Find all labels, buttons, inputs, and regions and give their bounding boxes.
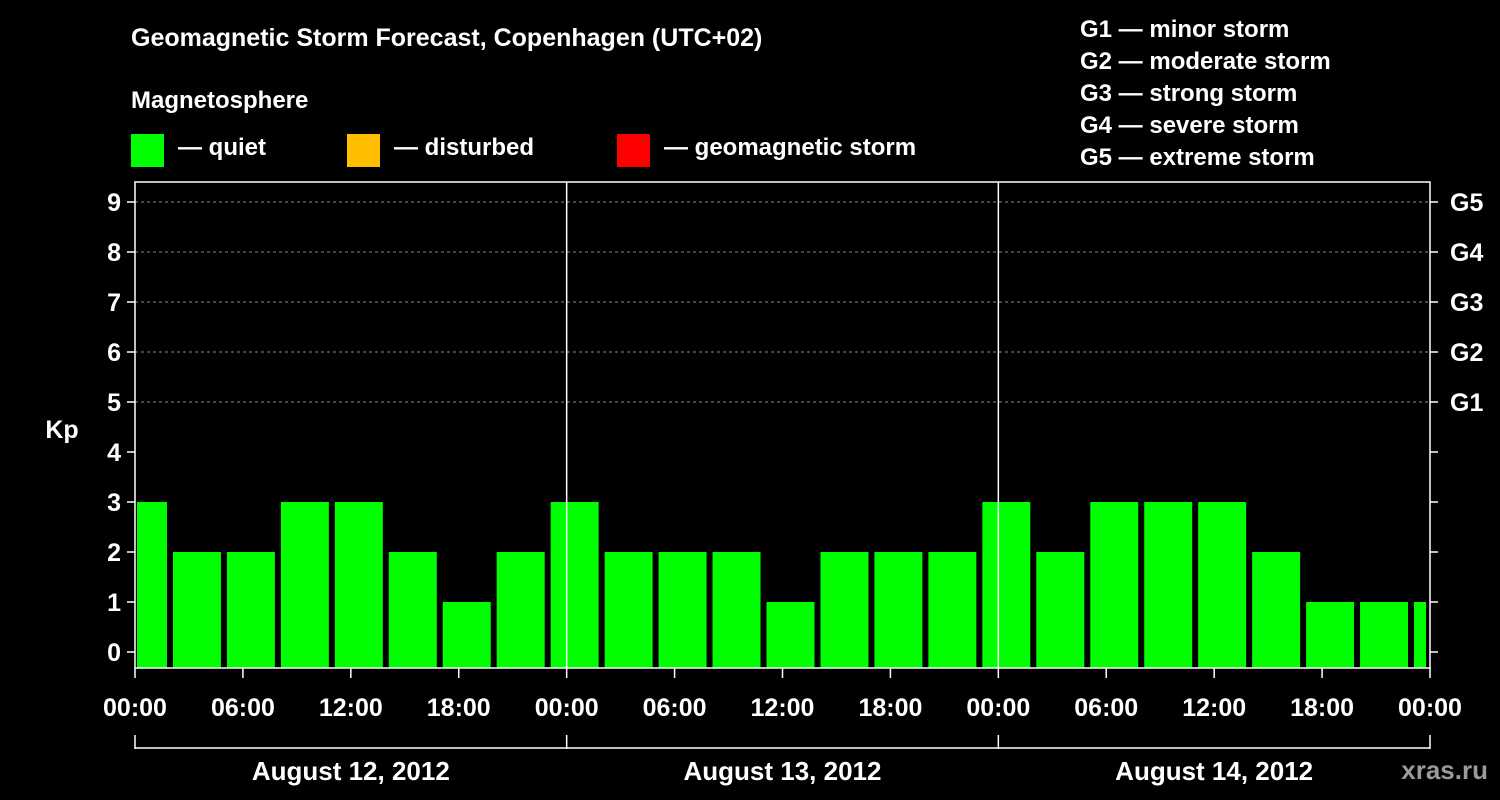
kp-bar [1252, 552, 1301, 668]
storm-scale-g3: G3 — strong storm [1080, 80, 1298, 107]
legend-label-quiet: — quiet [178, 134, 266, 161]
kp-bar [496, 552, 545, 668]
kp-bar [1360, 602, 1409, 668]
x-tick-label: 18:00 [427, 694, 491, 722]
storm-scale-g2: G2 — moderate storm [1080, 48, 1331, 75]
y-tick-label: 5 [107, 389, 121, 417]
storm-scale-g4: G4 — severe storm [1080, 112, 1299, 139]
legend-label-disturbed: — disturbed [394, 134, 535, 161]
day-label: August 13, 2012 [684, 756, 882, 786]
chart-title: Geomagnetic Storm Forecast, Copenhagen (… [131, 24, 763, 52]
y-tick-label: 7 [107, 289, 121, 317]
g-level-label: G4 [1450, 239, 1483, 267]
y-axis-label: Kp [45, 416, 78, 444]
kp-bar [226, 552, 275, 668]
kp-bar [388, 552, 437, 668]
y-tick-label: 4 [107, 439, 121, 467]
kp-bar [658, 552, 707, 668]
kp-bar [172, 552, 221, 668]
kp-bar [820, 552, 869, 668]
y-tick-label: 8 [107, 239, 121, 267]
x-tick-label: 06:00 [643, 694, 707, 722]
g-level-label: G2 [1450, 339, 1483, 367]
g-level-label: G3 [1450, 289, 1483, 317]
x-tick-label: 12:00 [751, 694, 815, 722]
x-tick-label: 06:00 [1074, 694, 1138, 722]
x-tick-label: 06:00 [211, 694, 275, 722]
legend-label-storm: — geomagnetic storm [664, 134, 917, 161]
kp-bar [1036, 552, 1085, 668]
x-tick-label: 00:00 [966, 694, 1030, 722]
kp-bar [280, 502, 329, 668]
g-level-label: G5 [1450, 189, 1483, 217]
magnetosphere-heading: Magnetosphere [131, 87, 309, 114]
x-tick-label: 12:00 [1182, 694, 1246, 722]
g-level-label: G1 [1450, 389, 1483, 417]
x-tick-label: 18:00 [1290, 694, 1354, 722]
storm-scale-g1: G1 — minor storm [1080, 16, 1290, 43]
x-tick-label: 00:00 [535, 694, 599, 722]
kp-bar [442, 602, 491, 668]
kp-bar [982, 502, 1031, 668]
legend-swatch-quiet [131, 134, 164, 167]
watermark: xras.ru [1401, 755, 1488, 785]
x-tick-label: 00:00 [1398, 694, 1462, 722]
kp-bar [1414, 602, 1426, 668]
y-tick-label: 1 [107, 589, 121, 617]
x-tick-label: 00:00 [103, 694, 167, 722]
y-tick-label: 6 [107, 339, 121, 367]
x-tick-label: 12:00 [319, 694, 383, 722]
kp-bar [137, 502, 167, 668]
x-tick-label: 18:00 [858, 694, 922, 722]
y-tick-label: 3 [107, 489, 121, 517]
y-tick-label: 0 [107, 639, 121, 667]
day-label: August 14, 2012 [1115, 756, 1313, 786]
kp-bar [550, 502, 599, 668]
kp-bar [1198, 502, 1247, 668]
kp-bar [874, 552, 923, 668]
legend-swatch-storm [617, 134, 650, 167]
kp-bar [1090, 502, 1139, 668]
kp-bar [1144, 502, 1193, 668]
kp-bar [928, 552, 977, 668]
kp-bar [334, 502, 383, 668]
kp-bar [766, 602, 815, 668]
legend-swatch-disturbed [347, 134, 380, 167]
kp-bar [1306, 602, 1355, 668]
kp-bar [712, 552, 761, 668]
y-tick-label: 2 [107, 539, 121, 567]
y-tick-label: 9 [107, 189, 121, 217]
day-label: August 12, 2012 [252, 756, 450, 786]
storm-scale-g5: G5 — extreme storm [1080, 144, 1315, 171]
kp-bar [604, 552, 653, 668]
